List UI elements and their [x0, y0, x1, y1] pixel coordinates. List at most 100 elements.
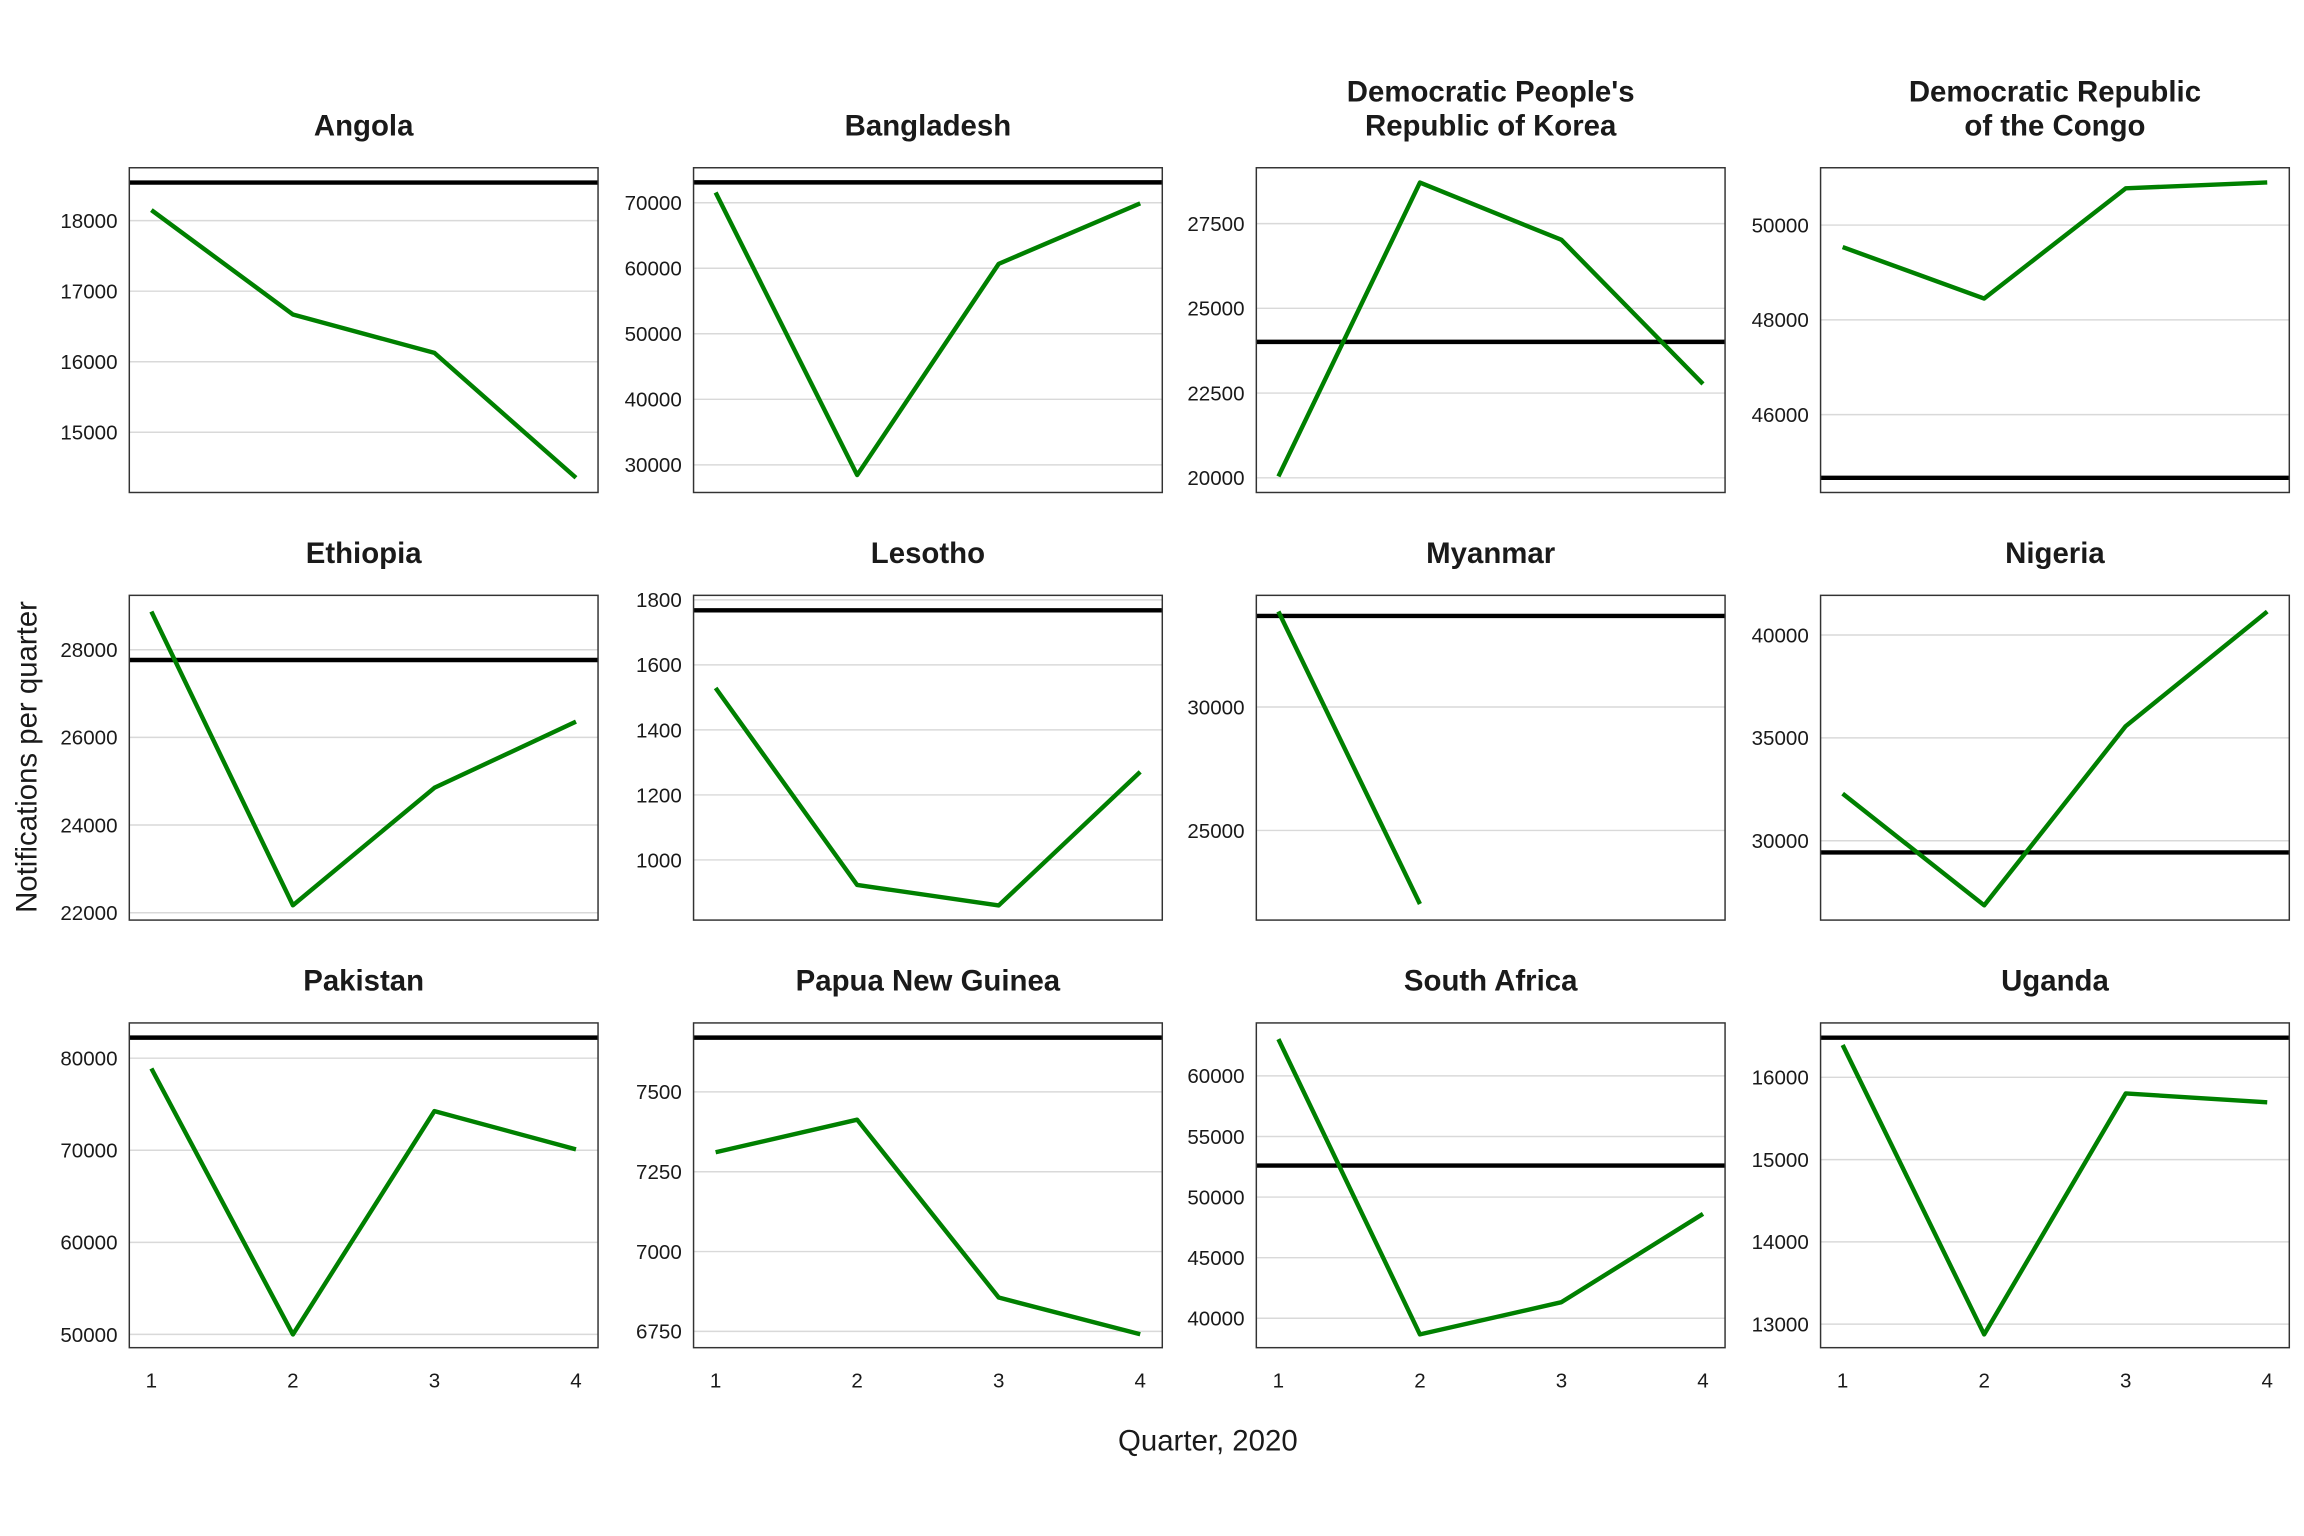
x-tick-label: 1: [710, 1369, 721, 1392]
panel: Bangladesh 30000 40000 50000 60000 70000: [625, 109, 1164, 494]
series-line: [1276, 1038, 1705, 1337]
y-tick-label: 30000: [1187, 696, 1244, 719]
panel-border: [1819, 167, 2291, 494]
panel-border: [1255, 594, 1726, 921]
y-tick-label: 24000: [60, 814, 117, 837]
y-tick-label: 70000: [625, 192, 682, 215]
y-tick-label: 16000: [1752, 1067, 1809, 1090]
panel-title: Republic of Korea: [1365, 109, 1617, 142]
series-line: [149, 1067, 577, 1337]
y-tick-label: 22000: [60, 902, 117, 925]
y-tick-label: 7250: [636, 1161, 682, 1184]
x-tick-label: 3: [429, 1369, 440, 1392]
x-tick-label: 2: [287, 1369, 298, 1392]
x-tick-label: 4: [1697, 1369, 1708, 1392]
y-tick-label: 15000: [1752, 1149, 1809, 1172]
y-tick-label: 14000: [1752, 1231, 1809, 1254]
y-tick-label: 55000: [1187, 1126, 1244, 1149]
panel-background: [129, 1022, 599, 1348]
y-tick-label: 60000: [625, 258, 682, 281]
panel-background: [1256, 167, 1726, 493]
series-line: [713, 686, 1142, 908]
panel-border: [692, 167, 1164, 494]
panel-title: South Africa: [1404, 965, 1578, 998]
y-tick-label: 1200: [636, 784, 682, 807]
panel: Uganda 13000 14000 15000 16000 1 2 3 4: [1752, 965, 2291, 1392]
x-tick-label: 2: [1978, 1369, 1989, 1392]
y-tick-label: 15000: [60, 422, 117, 445]
y-tick-label: 70000: [60, 1140, 117, 1163]
panel-border: [128, 1022, 599, 1349]
panel: Pakistan 50000 60000 70000 80000 1 2 3 4: [60, 965, 599, 1392]
panel: South Africa 40000 45000 50000 55000 60000 1 2 3…: [1187, 965, 1726, 1392]
y-tick-label: 30000: [625, 454, 682, 477]
y-tick-label: 16000: [60, 351, 117, 374]
series-line: [150, 208, 578, 480]
panel-border: [1819, 594, 2291, 921]
x-tick-label: 2: [1414, 1369, 1425, 1392]
y-tick-label: 1400: [636, 719, 682, 742]
y-tick-label: 35000: [1752, 727, 1809, 750]
panel-border: [1255, 1022, 1726, 1349]
panel-background: [129, 595, 599, 921]
panel-background: [1256, 1022, 1726, 1348]
x-tick-label: 3: [1556, 1369, 1567, 1392]
x-tick-label: 4: [2262, 1369, 2273, 1392]
y-tick-label: 48000: [1752, 309, 1809, 332]
x-tick-label: 3: [993, 1369, 1004, 1392]
panel: Myanmar 25000 30000: [1187, 537, 1726, 921]
panel-border: [692, 1022, 1164, 1349]
panel-background: [693, 1022, 1163, 1348]
series-line: [1840, 1044, 2268, 1337]
series-line: [1276, 180, 1705, 478]
panel-border: [128, 167, 599, 494]
y-tick-label: 27500: [1187, 213, 1244, 236]
y-tick-label: 28000: [60, 639, 117, 662]
panel: Ethiopia 22000 24000 26000 28000: [60, 537, 599, 925]
panel: Nigeria 30000 35000 40000: [1752, 537, 2291, 921]
panel-title: Uganda: [2001, 965, 2109, 998]
panel-title: Angola: [314, 109, 414, 142]
y-tick-label: 7500: [636, 1081, 682, 1104]
y-tick-label: 1800: [636, 589, 682, 612]
panel-title: Myanmar: [1426, 537, 1555, 570]
y-tick-label: 20000: [1187, 467, 1244, 490]
y-tick-label: 13000: [1752, 1313, 1809, 1336]
panel-border: [1819, 1022, 2291, 1349]
y-tick-label: 25000: [1187, 298, 1244, 321]
panel-background: [1820, 1022, 2290, 1348]
series-line: [713, 191, 1142, 478]
x-tick-label: 4: [570, 1369, 581, 1392]
y-tick-label: 50000: [1752, 214, 1809, 237]
y-tick-label: 60000: [1187, 1065, 1244, 1088]
series-line: [1841, 609, 2269, 908]
x-tick-label: 2: [851, 1369, 862, 1392]
series-line: [149, 610, 577, 908]
y-tick-label: 6750: [636, 1321, 682, 1344]
x-tick-label: 1: [146, 1369, 157, 1392]
y-tick-label: 7000: [636, 1241, 682, 1264]
y-tick-label: 17000: [60, 281, 117, 304]
x-tick-label: 4: [1134, 1369, 1145, 1392]
panel-title: Pakistan: [303, 965, 424, 998]
panel-title: Bangladesh: [845, 109, 1012, 142]
panel: Lesotho 1000 1200 1400 1600 1800: [636, 537, 1164, 921]
y-tick-label: 40000: [1187, 1308, 1244, 1331]
x-tick-label: 3: [2120, 1369, 2131, 1392]
y-tick-label: 60000: [60, 1232, 117, 1255]
panel-background: [693, 167, 1163, 493]
y-tick-label: 22500: [1187, 382, 1244, 405]
panel-background: [129, 167, 599, 493]
y-tick-label: 1600: [636, 654, 682, 677]
panel-title: Nigeria: [2005, 537, 2105, 570]
panel-background: [1820, 595, 2290, 921]
y-tick-label: 1000: [636, 849, 682, 872]
panel-background: [693, 595, 1163, 921]
x-tick-label: 1: [1837, 1369, 1848, 1392]
panel: Angola 15000 16000 17000 18000: [60, 109, 599, 494]
y-tick-label: 30000: [1752, 830, 1809, 853]
y-tick-label: 40000: [625, 389, 682, 412]
